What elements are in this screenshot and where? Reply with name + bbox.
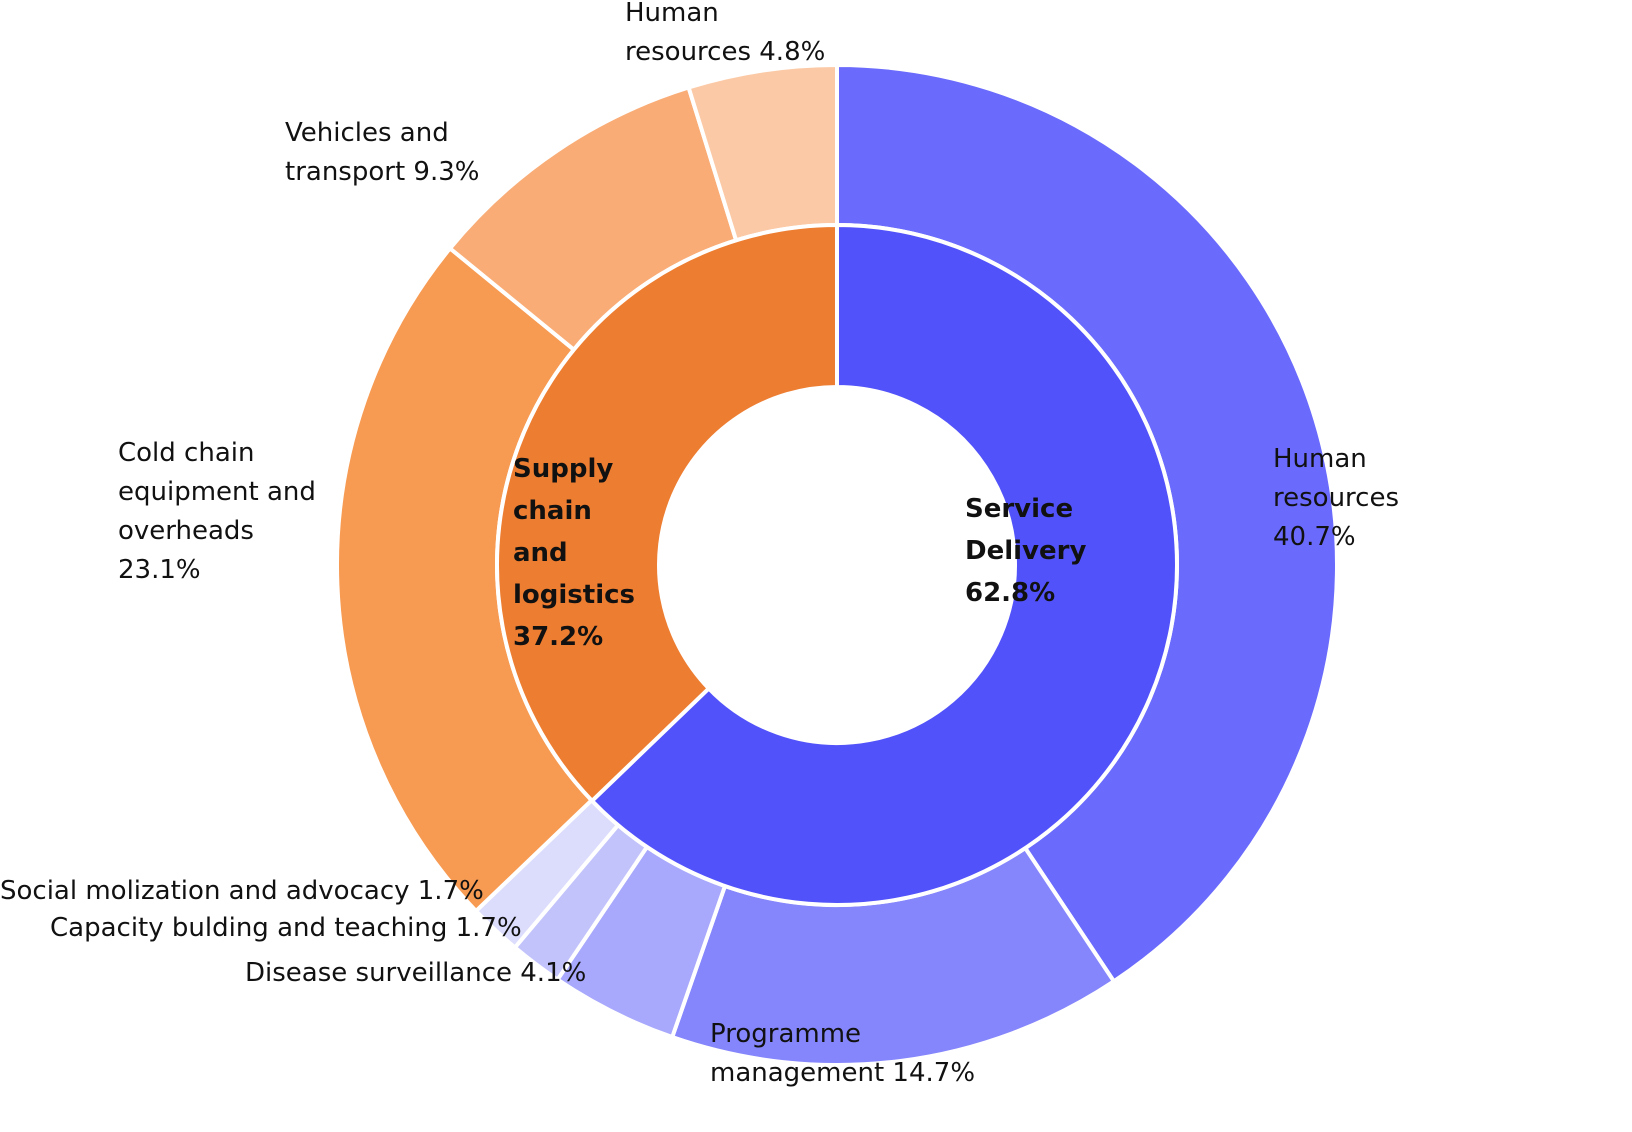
outer-label-2: Disease surveillance 4.1% — [245, 954, 586, 993]
inner-label-line: Delivery — [965, 536, 1087, 566]
outer-label-line: equipment and — [118, 477, 316, 507]
inner-slice-service-delivery-62-8-0 — [589, 222, 1179, 907]
outer-label-line: 23.1% — [118, 555, 201, 585]
inner-label-line: and — [513, 538, 568, 568]
inner-label-1: Supply chain and logistics 37.2% — [513, 448, 635, 658]
outer-label-line: Human — [1273, 444, 1367, 474]
outer-label-line: resources — [1273, 483, 1400, 513]
outer-label-line: Disease surveillance 4.1% — [245, 958, 587, 988]
outer-label-line: Human — [625, 0, 719, 28]
outer-label-line: overheads — [118, 516, 254, 546]
outer-label-5: Cold chain equipment and overheads 23.1% — [118, 434, 316, 590]
outer-label-line: management 14.7% — [710, 1058, 976, 1088]
outer-label-line: resources 4.8% — [625, 37, 826, 67]
inner-slice-supply-chain-and-logistics-37-2-1 — [495, 222, 839, 804]
inner-label-line: logistics — [513, 580, 636, 610]
outer-label-0: Human resources 40.7% — [1273, 440, 1399, 557]
inner-label-line: 37.2% — [513, 622, 604, 652]
outer-label-6: Vehicles and transport 9.3% — [285, 114, 479, 192]
outer-label-1: Programme management 14.7% — [710, 1015, 975, 1093]
outer-label-line: Social molization and advocacy 1.7% — [0, 876, 484, 906]
inner-label-line: Supply — [513, 454, 614, 484]
inner-label-line: chain — [513, 496, 592, 526]
inner-label-line: Service — [965, 494, 1074, 524]
inner-label-0: Service Delivery 62.8% — [965, 488, 1086, 614]
outer-label-line: Programme — [710, 1019, 862, 1049]
outer-label-4: Social molization and advocacy 1.7% — [0, 872, 484, 911]
outer-label-line: transport 9.3% — [285, 157, 480, 187]
outer-label-7: Human resources 4.8% — [625, 0, 825, 72]
outer-label-3: Capacity bulding and teaching 1.7% — [50, 909, 522, 948]
outer-label-line: Capacity bulding and teaching 1.7% — [50, 913, 522, 943]
outer-label-line: Cold chain — [118, 438, 255, 468]
inner-label-line: 62.8% — [965, 578, 1056, 608]
outer-label-line: Vehicles and — [285, 118, 449, 148]
outer-label-line: 40.7% — [1273, 522, 1356, 552]
